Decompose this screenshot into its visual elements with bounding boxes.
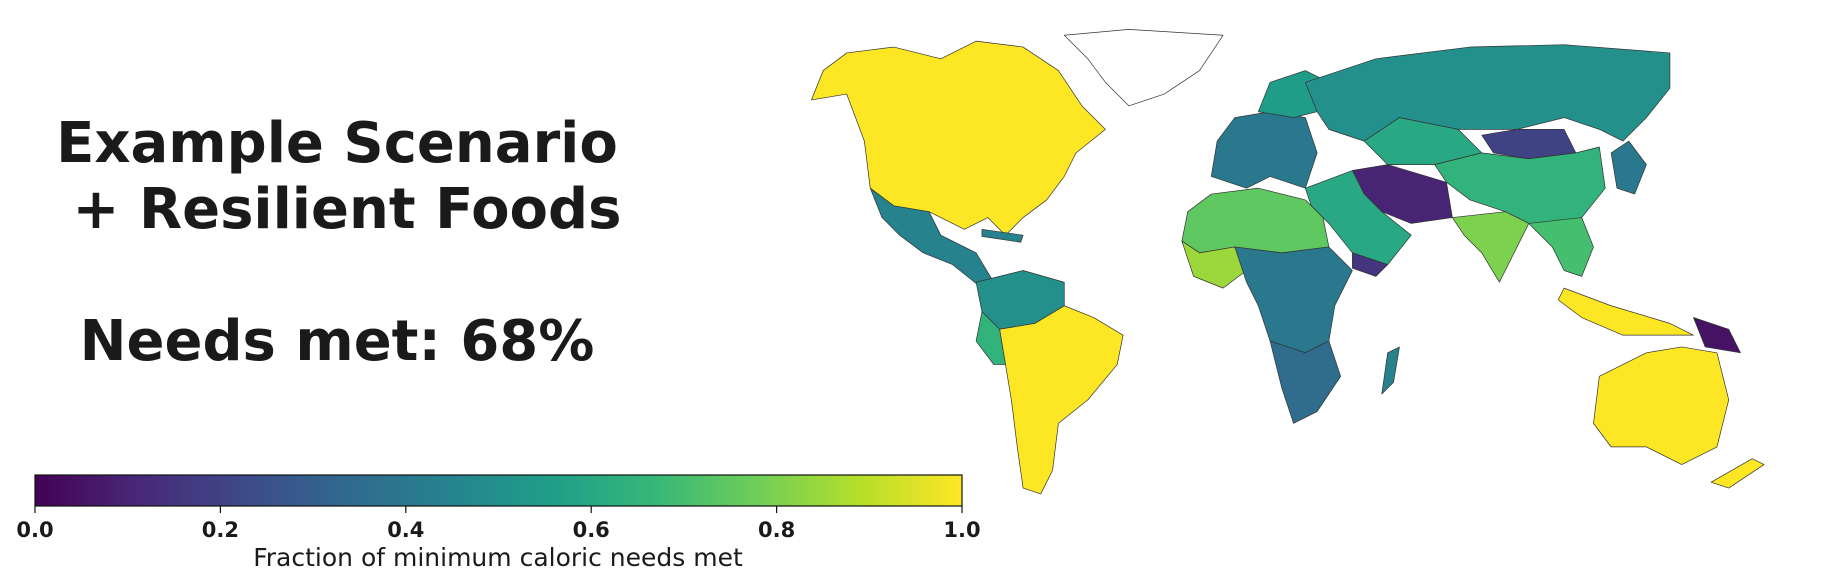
region [1557,287,1694,336]
region [1269,340,1341,424]
tick-label: 0.0 [16,518,53,542]
region [1452,211,1530,283]
no-data-region [1063,29,1224,107]
tick-label: 0.2 [202,518,239,542]
region [1305,44,1671,142]
region [1381,346,1400,395]
colorbar [34,474,963,507]
region [1693,317,1741,354]
title-line: + Resilient Foods [73,177,622,242]
tick-label: 0.8 [758,518,795,542]
region [999,305,1124,495]
region [1181,187,1330,254]
subtitle: Needs met: 68% [80,309,595,374]
region [1210,111,1318,189]
region [975,311,1006,365]
region [1434,146,1606,230]
region [1234,246,1353,354]
region [1710,458,1765,489]
tick-label: 0.6 [573,518,610,542]
region [811,40,1106,236]
tick-label: 0.4 [387,518,424,542]
region [1528,217,1594,277]
world-map [811,29,1765,495]
title-line: Example Scenario [56,111,618,176]
colorbar-label: Fraction of minimum caloric needs met [253,543,743,572]
tick-label: 1.0 [943,518,980,542]
region [1610,140,1647,195]
region [981,228,1024,243]
region [1593,346,1730,465]
region [1352,252,1389,277]
